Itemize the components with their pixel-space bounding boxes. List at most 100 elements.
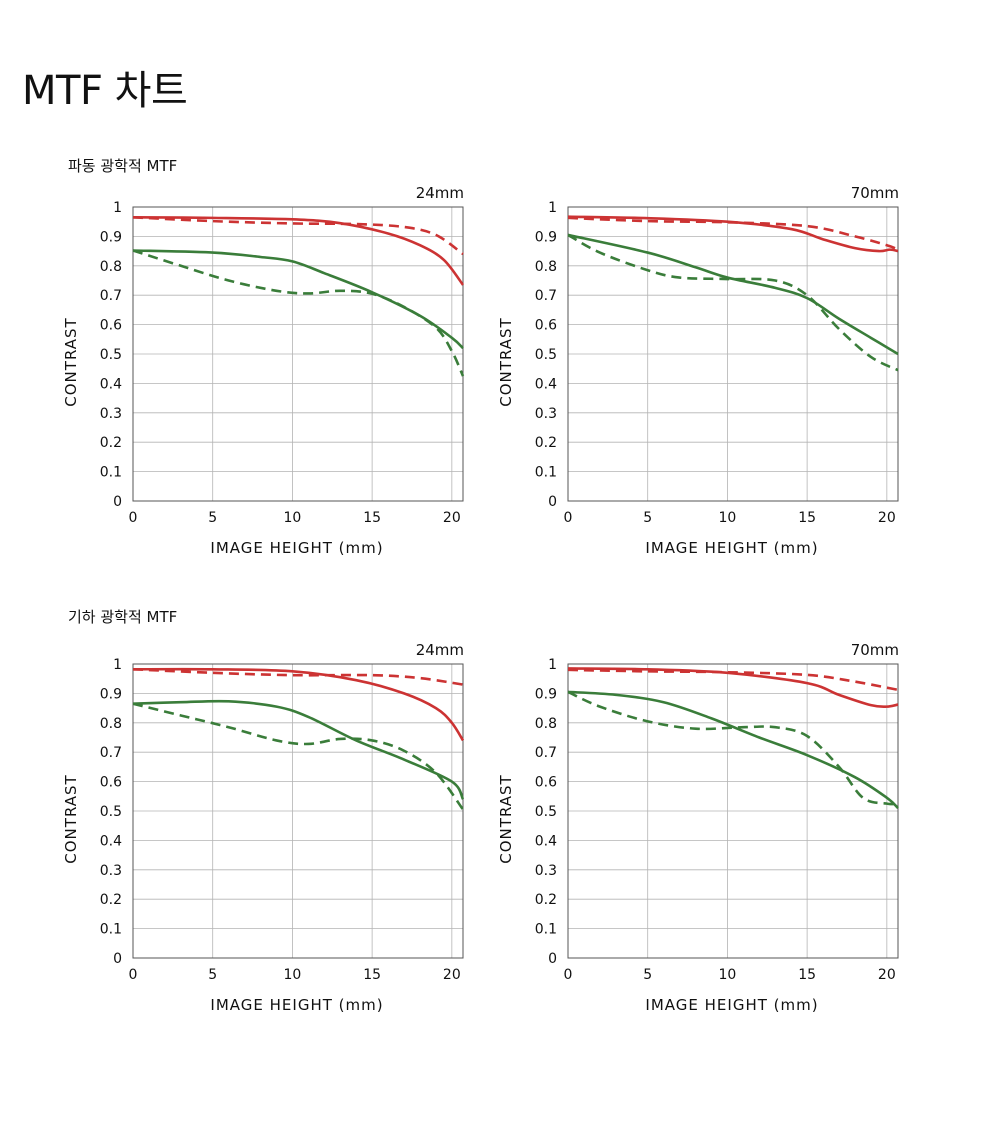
x-axis-label: IMAGE HEIGHT (mm) bbox=[645, 996, 818, 1014]
y-tick-label: 0.5 bbox=[100, 347, 122, 363]
y-tick-label: 0 bbox=[113, 951, 122, 967]
series-line-green-dashed bbox=[132, 249, 465, 377]
y-tick-label: 0.3 bbox=[100, 863, 122, 879]
y-tick-label: 0.4 bbox=[535, 833, 557, 849]
y-tick-label: 0.6 bbox=[535, 775, 557, 791]
x-tick-label: 20 bbox=[443, 510, 461, 526]
y-tick-label: 0.3 bbox=[535, 863, 557, 879]
focal-length-label: 70mm bbox=[851, 641, 899, 659]
plot-frame bbox=[132, 206, 464, 502]
x-tick-label: 5 bbox=[643, 510, 652, 526]
x-tick-label: 10 bbox=[719, 967, 737, 983]
series-line-red-dashed bbox=[567, 216, 899, 251]
y-tick-label: 1 bbox=[548, 200, 557, 216]
y-tick-label: 0.7 bbox=[535, 745, 557, 761]
x-tick-label: 0 bbox=[564, 967, 573, 983]
y-tick-label: 0.8 bbox=[535, 716, 557, 732]
plot-frame bbox=[567, 663, 899, 959]
y-tick-label: 0.7 bbox=[100, 288, 122, 304]
y-tick-label: 0.8 bbox=[100, 716, 122, 732]
plot-frame bbox=[132, 663, 464, 959]
y-axis-label: CONTRAST bbox=[62, 317, 80, 406]
y-tick-label: 0.2 bbox=[535, 892, 557, 908]
mtf-chart-3: 00.10.20.30.40.50.60.70.80.910 5 10 15 2024m… bbox=[62, 641, 465, 1014]
series-line-green-dashed bbox=[567, 233, 899, 372]
series-line-red-dashed bbox=[567, 668, 899, 692]
focal-length-label: 24mm bbox=[416, 641, 464, 659]
focal-length-label: 70mm bbox=[851, 184, 899, 202]
series-line-red-solid bbox=[132, 215, 465, 286]
y-tick-label: 0.9 bbox=[100, 229, 122, 245]
y-tick-label: 0 bbox=[548, 951, 557, 967]
y-tick-label: 0 bbox=[113, 494, 122, 510]
x-tick-label: 15 bbox=[798, 510, 816, 526]
page-title: MTF 차트 bbox=[22, 68, 188, 114]
x-tick-label: 0 bbox=[129, 510, 138, 526]
x-tick-label: 0 bbox=[129, 967, 138, 983]
section-title-geometric-optics: 기하 광학적 MTF bbox=[68, 608, 178, 626]
y-axis-label: CONTRAST bbox=[62, 774, 80, 863]
y-tick-label: 0.4 bbox=[100, 833, 122, 849]
y-tick-label: 0.2 bbox=[535, 435, 557, 451]
series-line-green-solid bbox=[567, 233, 899, 356]
x-tick-label: 10 bbox=[284, 967, 302, 983]
series-line-red-dashed bbox=[132, 667, 464, 686]
y-tick-label: 0.1 bbox=[100, 465, 122, 481]
x-tick-label: 10 bbox=[284, 510, 302, 526]
y-tick-label: 0.3 bbox=[100, 406, 122, 422]
y-tick-label: 0.8 bbox=[535, 259, 557, 275]
series-line-red-solid bbox=[132, 667, 465, 742]
y-tick-label: 0.1 bbox=[535, 922, 557, 938]
y-tick-label: 1 bbox=[113, 657, 122, 673]
y-tick-label: 0.1 bbox=[535, 465, 557, 481]
x-tick-label: 20 bbox=[878, 967, 896, 983]
y-tick-label: 1 bbox=[548, 657, 557, 673]
y-axis-label: CONTRAST bbox=[497, 317, 515, 406]
x-tick-label: 15 bbox=[798, 967, 816, 983]
y-tick-label: 0.9 bbox=[100, 686, 122, 702]
y-tick-label: 1 bbox=[113, 200, 122, 216]
y-axis-label: CONTRAST bbox=[497, 774, 515, 863]
y-tick-label: 0.8 bbox=[100, 259, 122, 275]
series-line-green-solid bbox=[567, 690, 899, 810]
x-tick-label: 20 bbox=[443, 967, 461, 983]
series-line-green-solid bbox=[132, 699, 465, 800]
x-tick-label: 15 bbox=[363, 510, 381, 526]
y-tick-label: 0.7 bbox=[100, 745, 122, 761]
x-tick-label: 5 bbox=[208, 967, 217, 983]
y-tick-label: 0.2 bbox=[100, 892, 122, 908]
x-tick-label: 0 bbox=[564, 510, 573, 526]
section-title-wave-optics: 파동 광학적 MTF bbox=[68, 157, 178, 175]
y-tick-label: 0.5 bbox=[535, 347, 557, 363]
series-line-red-solid bbox=[567, 215, 899, 253]
y-tick-label: 0.9 bbox=[535, 229, 557, 245]
series-line-red-dashed bbox=[132, 215, 464, 256]
x-axis-label: IMAGE HEIGHT (mm) bbox=[645, 539, 818, 557]
y-tick-label: 0.3 bbox=[535, 406, 557, 422]
mtf-chart-4: 00.10.20.30.40.50.60.70.80.910 5 10 15 2070m… bbox=[497, 641, 899, 1014]
x-axis-label: IMAGE HEIGHT (mm) bbox=[210, 996, 383, 1014]
plot-frame bbox=[567, 206, 899, 502]
x-axis-label: IMAGE HEIGHT (mm) bbox=[210, 539, 383, 557]
y-tick-label: 0.6 bbox=[100, 318, 122, 334]
x-tick-label: 5 bbox=[643, 967, 652, 983]
y-tick-label: 0.6 bbox=[535, 318, 557, 334]
x-tick-label: 10 bbox=[719, 510, 737, 526]
y-tick-label: 0 bbox=[548, 494, 557, 510]
y-tick-label: 0.9 bbox=[535, 686, 557, 702]
y-tick-label: 0.5 bbox=[535, 804, 557, 820]
y-tick-label: 0.7 bbox=[535, 288, 557, 304]
focal-length-label: 24mm bbox=[416, 184, 464, 202]
y-tick-label: 0.5 bbox=[100, 804, 122, 820]
series-line-green-solid bbox=[132, 249, 464, 350]
y-tick-label: 0.4 bbox=[100, 376, 122, 392]
mtf-chart-2: 00.10.20.30.40.50.60.70.80.910 5 10 15 2070m… bbox=[497, 184, 899, 557]
y-tick-label: 0.6 bbox=[100, 775, 122, 791]
y-tick-label: 0.4 bbox=[535, 376, 557, 392]
x-tick-label: 5 bbox=[208, 510, 217, 526]
series-line-red-solid bbox=[567, 667, 899, 709]
y-tick-label: 0.1 bbox=[100, 922, 122, 938]
series-line-green-dashed bbox=[567, 690, 899, 806]
x-tick-label: 15 bbox=[363, 967, 381, 983]
x-tick-label: 20 bbox=[878, 510, 896, 526]
